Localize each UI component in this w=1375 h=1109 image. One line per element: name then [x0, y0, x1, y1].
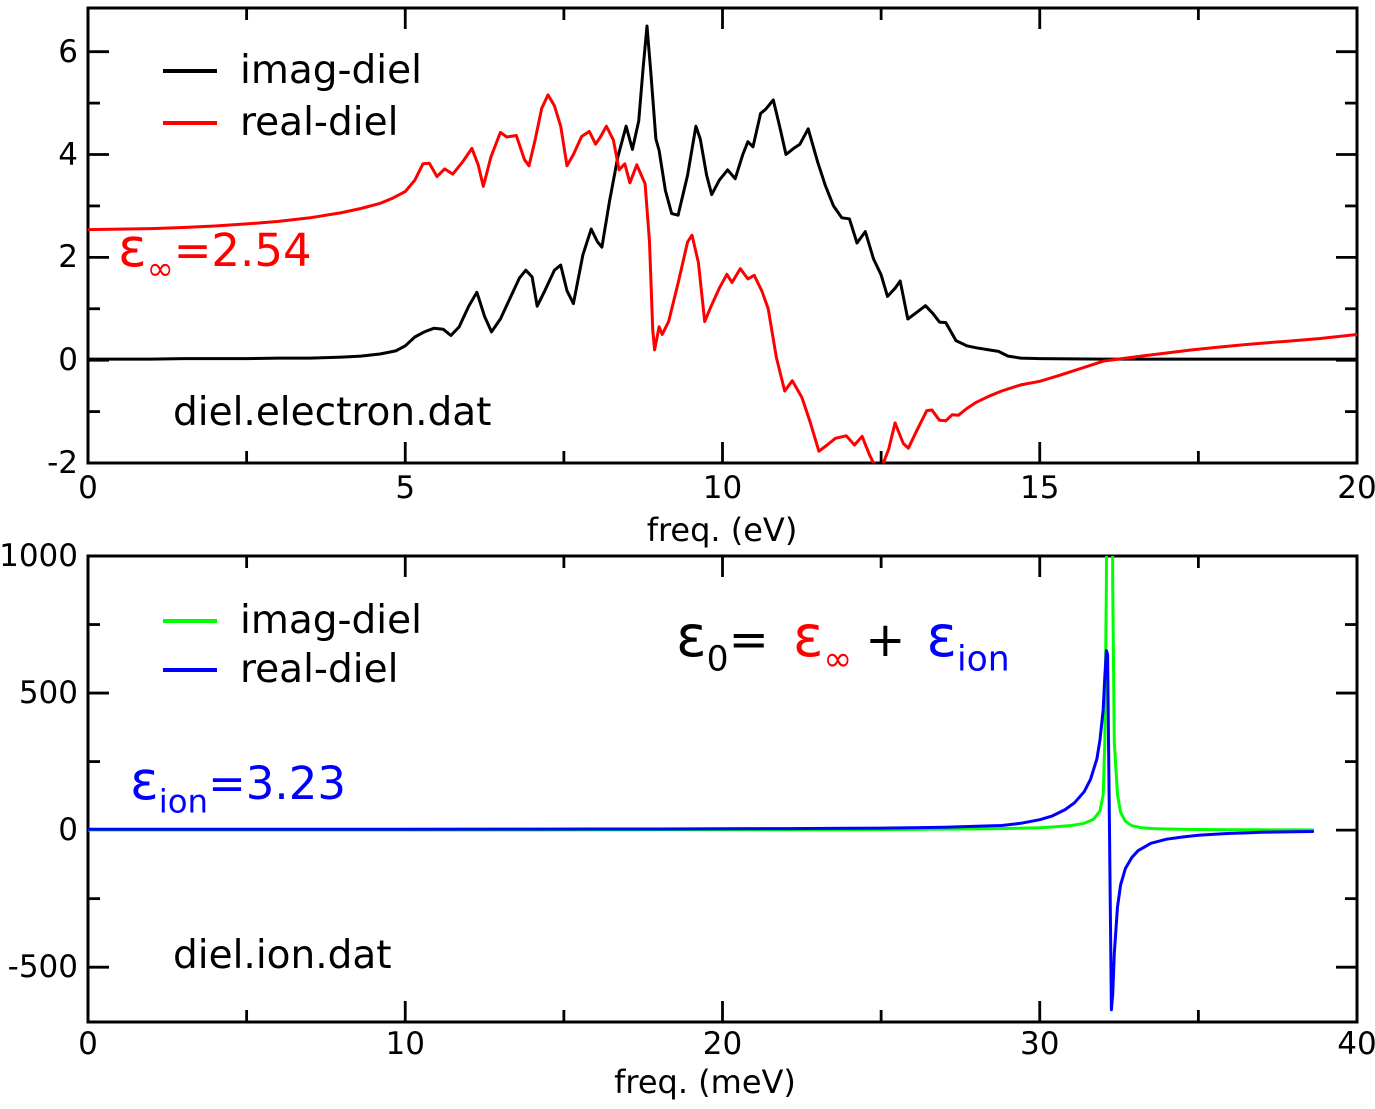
y-tick-label-ion-500: 500 [18, 675, 78, 712]
curve-electron-imag-diel [88, 24, 1357, 361]
epsilon-subscript: ion [158, 782, 209, 821]
y-tick-label-electron-4: 4 [58, 136, 78, 173]
legend-label-ion-imag: imag-diel [240, 598, 422, 643]
x-tick-label-electron-15: 15 [1020, 470, 1060, 506]
x-tick-label-electron-5: 5 [395, 470, 416, 506]
legend-label-electron-real: real-diel [240, 100, 399, 145]
epsilon-ion-annotation: εion=3.23 [130, 754, 346, 817]
legend-label-ion-real: real-diel [240, 647, 399, 692]
y-tick-label-electron-0: 0 [58, 342, 78, 379]
epsilon-infinity-annotation: ε∞=2.54 [118, 221, 312, 284]
y-tick-label-ion--500: -500 [7, 949, 78, 986]
x-tick-label-ion-30: 30 [1020, 1026, 1060, 1062]
legend-line-ion-imag [163, 618, 217, 623]
y-tick-label-electron-6: 6 [58, 33, 78, 70]
y-tick-label-electron-2: 2 [58, 239, 78, 276]
equation-plus: + [865, 612, 906, 668]
x-tick-label-ion-0: 0 [78, 1026, 98, 1062]
y-tick-label-electron--2: -2 [47, 445, 78, 481]
epsilon-equation: ε0= ε∞ + εion [676, 609, 1010, 677]
x-tick-label-ion-40: 40 [1337, 1026, 1375, 1062]
legend-line-ion-real [163, 667, 217, 672]
y-tick-label-ion-0: 0 [58, 812, 78, 849]
x-tick-label-electron-20: 20 [1337, 470, 1375, 506]
x-axis-label-electron: freq. (eV) [646, 511, 798, 549]
legend-line-electron-real [163, 120, 217, 125]
epsilon-subscript: ∞ [146, 249, 174, 288]
equation-lhs: ε0= [676, 604, 769, 680]
epsilon-value: =3.23 [208, 757, 346, 810]
x-axis-label-ion: freq. (meV) [614, 1063, 796, 1101]
x-tick-label-electron-0: 0 [78, 470, 98, 506]
curve-ion-real-diel [88, 649, 1315, 1012]
legend-label-electron-imag: imag-diel [240, 48, 422, 93]
equation-eps-ion: εion [926, 604, 1010, 680]
legend-item-electron-real: real-diel [163, 100, 398, 145]
x-tick-label-ion-10: 10 [385, 1026, 425, 1062]
legend-item-ion-imag: imag-diel [163, 598, 422, 643]
legend-item-electron-imag: imag-diel [163, 48, 422, 93]
legend-item-ion-real: real-diel [163, 647, 398, 692]
x-tick-label-electron-10: 10 [702, 470, 743, 506]
curve-electron-real-diel [88, 93, 1357, 463]
file-label-ion: diel.ion.dat [173, 933, 392, 978]
file-label-electron: diel.electron.dat [173, 390, 492, 435]
y-tick-label-ion-1000: 1000 [0, 538, 78, 574]
equation-eps-infinity: ε∞ [792, 604, 853, 680]
epsilon-symbol: ε [118, 217, 147, 279]
x-tick-label-ion-20: 20 [702, 1026, 743, 1062]
legend-line-electron-imag [163, 68, 217, 73]
epsilon-symbol: ε [130, 750, 159, 812]
epsilon-value: =2.54 [173, 224, 312, 277]
